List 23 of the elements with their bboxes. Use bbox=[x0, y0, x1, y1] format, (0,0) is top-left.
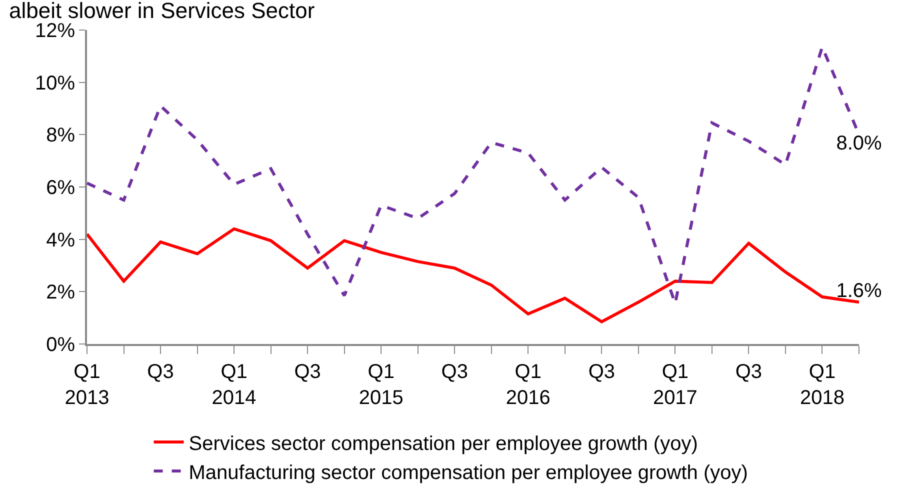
y-tick-label: 0% bbox=[46, 334, 76, 356]
x-tick-label: Q3 bbox=[441, 361, 468, 383]
x-tick-label: Q1 2014 bbox=[212, 361, 256, 409]
x-tick-label: Q3 bbox=[294, 361, 321, 383]
y-tick-label: 12% bbox=[34, 20, 76, 42]
chart-title: albeit slower in Services Sector bbox=[9, 0, 315, 23]
data-label: 1.6% bbox=[836, 280, 882, 302]
y-tick-label: 8% bbox=[46, 124, 76, 147]
x-tick-label: Q1 2017 bbox=[652, 361, 698, 409]
y-tick-label: 10% bbox=[34, 72, 76, 94]
data-label: 8.0% bbox=[836, 132, 882, 155]
x-tick-label: Q1 2015 bbox=[358, 361, 404, 409]
legend-label: Manufacturing sector compensation per employee growth (yoy) bbox=[188, 462, 748, 484]
x-tick-label: Q1 2013 bbox=[64, 361, 110, 409]
x-tick-label: Q1 2018 bbox=[800, 361, 844, 409]
x-tick-label: Q1 2016 bbox=[506, 361, 550, 409]
y-tick-label: 6% bbox=[46, 177, 76, 199]
x-tick-label: Q3 bbox=[588, 361, 616, 383]
y-tick-label: 4% bbox=[46, 229, 76, 252]
y-tick-label: 2% bbox=[46, 282, 76, 304]
x-tick-label: Q3 bbox=[147, 361, 174, 383]
x-tick-label: Q3 bbox=[735, 361, 762, 383]
legend-label: Services sector compensation per employee growth (yoy) bbox=[188, 432, 698, 455]
